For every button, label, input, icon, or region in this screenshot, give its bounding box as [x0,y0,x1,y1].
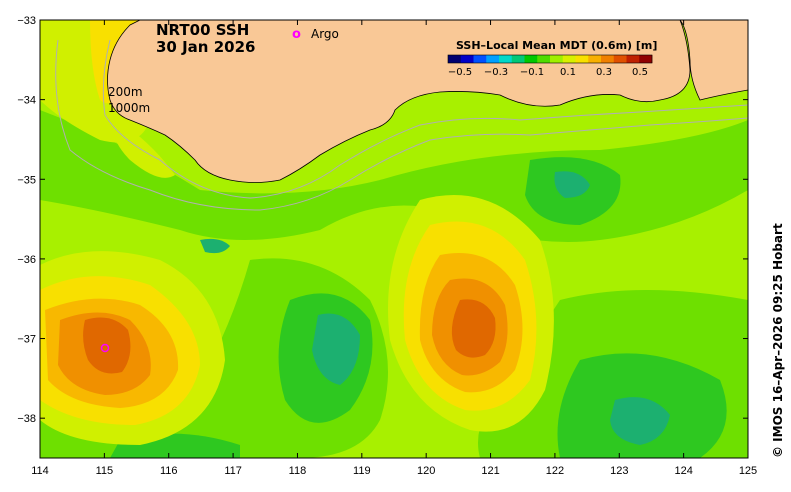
y-axis: −33 −34 −35 −36 −37 −38 [17,15,748,425]
colorbar-swatch [524,55,538,63]
map-title-line1: NRT00 SSH [156,21,249,39]
colorbar-swatch [626,55,640,63]
isobath-label-1000m: 1000m [108,101,150,115]
credit-text: © IMOS 16–Apr–2026 09:25 Hobart [771,223,785,458]
colorbar-swatch [473,55,487,63]
colorbar-swatch [448,55,462,63]
colorbar [447,54,653,64]
x-tick-label: 125 [739,465,757,477]
argo-float-marker[interactable] [100,343,110,353]
x-tick-label: 120 [417,465,435,477]
plot-frame [39,19,749,459]
y-tick-label: −34 [17,95,36,107]
colorbar-swatch [575,55,589,63]
y-tick-label: −33 [17,15,36,27]
plot-area [40,20,748,458]
colorbar-tick-label: 0.3 [596,67,612,78]
x-tick-label: 123 [610,465,628,477]
y-tick-label: −36 [17,254,36,266]
x-tick-label: 114 [31,465,49,477]
x-tick-label: 117 [224,465,242,477]
isobath-1000m [55,39,748,211]
ssh-lowest-center [312,313,360,385]
x-tick-label: 121 [481,465,499,477]
colorbar-swatch [486,55,500,63]
eddy-center-core [451,299,496,358]
colorbar-swatch [537,55,551,63]
colorbar-tick-label: −0.5 [448,67,472,78]
x-tick-label: 122 [546,465,564,477]
colorbar-swatch [588,55,602,63]
colorbar-swatch [550,55,564,63]
argo-floats [100,343,110,353]
map-title-line2: 30 Jan 2026 [156,38,255,56]
colorbar-frame [447,54,653,64]
isobath-label-200m: 200m [108,85,143,99]
colorbar-tick-label: −0.1 [520,67,544,78]
x-tick-label: 119 [353,465,371,477]
ssh-coast-yellow [110,115,175,178]
y-tick-label: −37 [17,334,36,346]
ssh-lowest-west [200,238,230,254]
x-tick-label: 116 [160,465,178,477]
x-tick-label: 118 [289,465,307,477]
colorbar-swatch [511,55,525,63]
x-axis: 114 115 116 117 118 119 120 121 122 123 124 125 [31,20,757,477]
colorbar-tick-label: −0.3 [484,67,508,78]
x-tick-label: 115 [96,465,114,477]
colorbar-swatch [639,55,653,63]
isobath-200m [102,39,748,199]
colorbar-swatch [460,55,474,63]
argo-legend-marker: o [292,27,301,42]
colorbar-swatch [601,55,615,63]
colorbar-title: SSH–Local Mean MDT (0.6m) [m] [456,39,657,52]
ssh-lowest-se [610,397,670,445]
colorbar-swatch [613,55,627,63]
colorbar-ticks: −0.5 −0.3 −0.1 0.1 0.3 0.5 [448,67,648,78]
colorbar-tick-label: 0.5 [632,67,648,78]
x-tick-label: 124 [674,465,692,477]
colorbar-tick-label: 0.1 [560,67,576,78]
colorbar-swatch [499,55,513,63]
colorbar-swatch [562,55,576,63]
y-tick-label: −38 [17,413,36,425]
argo-legend-label: Argo [311,27,339,41]
ssh-lowest-east [554,171,590,198]
y-tick-label: −35 [17,174,36,186]
